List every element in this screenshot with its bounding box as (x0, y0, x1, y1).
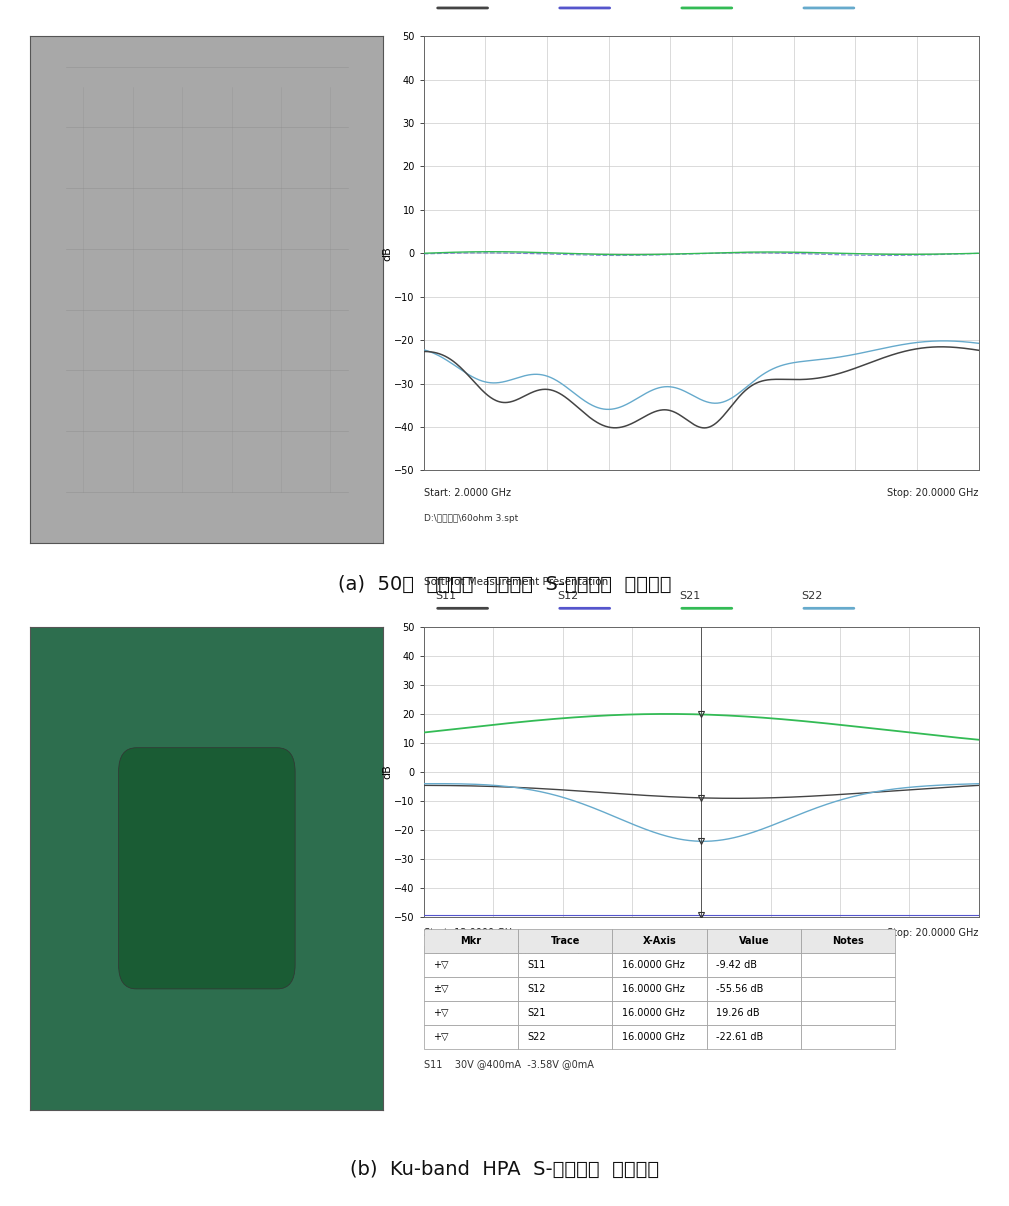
Text: S22: S22 (801, 591, 822, 601)
Text: Stop: 20.0000 GHz: Stop: 20.0000 GHz (887, 487, 979, 498)
Text: Start: 2.0000 GHz: Start: 2.0000 GHz (424, 487, 511, 498)
Text: D:\ETR\ku band 비도-제작시\Ku HPA 1.spt: D:\ETR\ku band 비도-제작시\Ku HPA 1.spt (424, 946, 586, 954)
Text: S12: S12 (557, 591, 578, 601)
Y-axis label: dB: dB (382, 765, 393, 779)
Text: (b)  Ku-band  HPA  S-파라미터  측정결과: (b) Ku-band HPA S-파라미터 측정결과 (350, 1160, 659, 1179)
Y-axis label: dB: dB (382, 246, 393, 260)
FancyBboxPatch shape (119, 748, 295, 989)
Text: S11    30V @400mA  -3.58V @0mA: S11 30V @400mA -3.58V @0mA (424, 1059, 593, 1069)
Text: (a)  50옴  손실보상  시험치구  S-파라미터  측정결과: (a) 50옴 손실보상 시험치구 S-파라미터 측정결과 (338, 575, 671, 595)
Text: S21: S21 (679, 591, 700, 601)
Text: SoftPlot Measurement Presentation: SoftPlot Measurement Presentation (424, 576, 608, 586)
Text: D:\논병아리\60ohm 3.spt: D:\논병아리\60ohm 3.spt (424, 514, 518, 522)
Text: Stop: 20.0000 GHz: Stop: 20.0000 GHz (887, 929, 979, 938)
Text: S11: S11 (435, 591, 456, 601)
Text: Start: 12.0000 GHz: Start: 12.0000 GHz (424, 929, 517, 938)
